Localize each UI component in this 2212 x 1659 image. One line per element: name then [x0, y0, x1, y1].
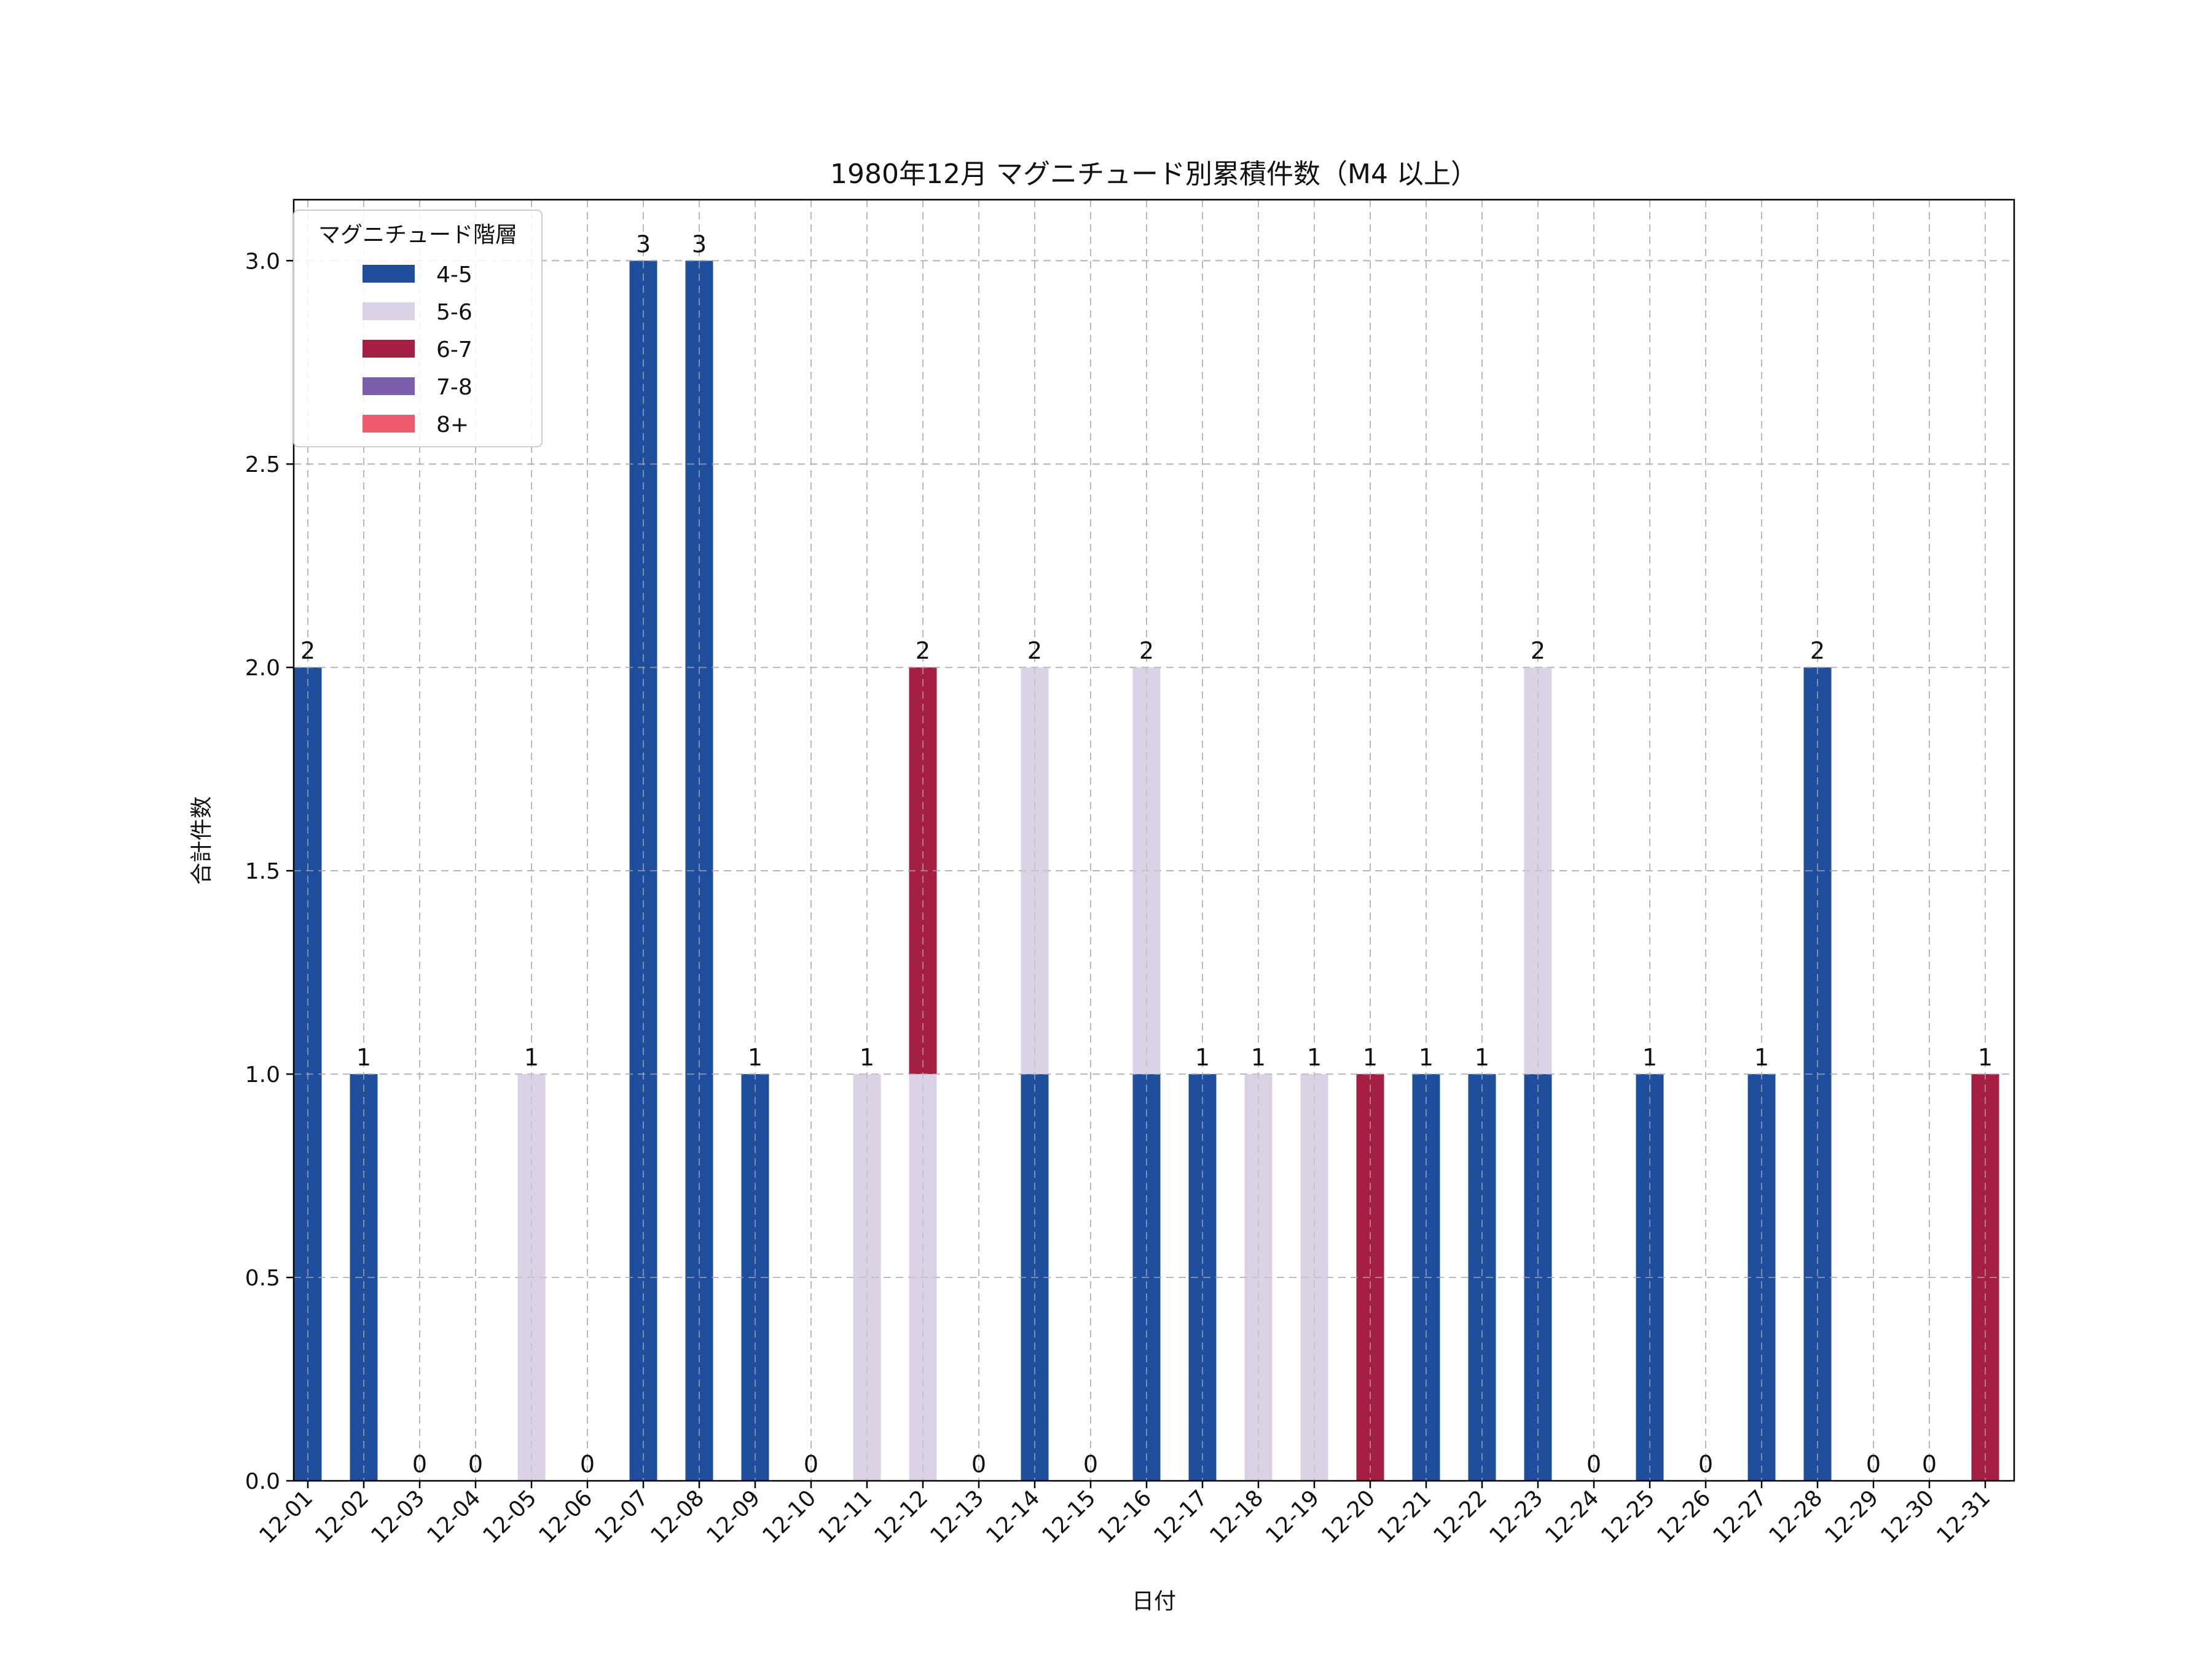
x-tick-label: 12-26	[1652, 1485, 1716, 1548]
x-tick-label: 12-11	[814, 1485, 877, 1548]
x-tick-label: 12-07	[590, 1485, 653, 1548]
x-tick-label: 12-02	[310, 1485, 374, 1548]
y-tick-label: 2.5	[245, 452, 280, 477]
bar-total-label: 2	[300, 637, 315, 664]
y-tick-label: 2.0	[245, 656, 280, 681]
x-tick-label: 12-14	[981, 1485, 1045, 1548]
bar-total-label: 0	[1866, 1451, 1881, 1478]
legend-label-5-6: 5-6	[436, 300, 473, 325]
bar-total-label: 0	[1083, 1451, 1098, 1478]
bar-total-label: 1	[356, 1044, 371, 1071]
x-tick-label: 12-03	[366, 1485, 429, 1548]
x-tick-label: 12-25	[1596, 1485, 1660, 1548]
x-tick-label: 12-30	[1876, 1485, 1939, 1548]
bar-total-label: 1	[1642, 1044, 1657, 1071]
x-tick-label: 12-01	[254, 1485, 318, 1548]
bar-total-label: 1	[748, 1044, 763, 1071]
x-tick-label: 12-08	[646, 1485, 709, 1548]
bar-total-label: 1	[1475, 1044, 1489, 1071]
bar-total-label: 0	[971, 1451, 986, 1478]
x-tick-label: 12-13	[925, 1485, 989, 1548]
x-tick-label: 12-10	[758, 1485, 821, 1548]
plot-frame	[292, 198, 2015, 1482]
x-tick-label: 12-05	[478, 1485, 541, 1548]
x-tick-label: 12-24	[1540, 1485, 1604, 1548]
bar-total-label: 1	[524, 1044, 539, 1071]
x-axis-label: 日付	[1132, 1589, 1176, 1614]
legend-items: 4-5 5-6 6-7 7-8 8+	[363, 262, 473, 437]
bar-total-label: 1	[1754, 1044, 1769, 1071]
bar-total-label: 1	[1363, 1044, 1378, 1071]
x-tick-label: 12-20	[1317, 1485, 1380, 1548]
bar-total-label: 1	[1978, 1044, 1993, 1071]
x-tick-label: 12-16	[1093, 1485, 1156, 1548]
legend-label-4-5: 4-5	[436, 262, 473, 288]
y-axis-label: 合計件数	[189, 796, 214, 885]
total-label-layer: 2 1 0 0 1 0 3 3 1 0 1 2 0 2 0 2 1 1 1 1 1 1 2 0 1 0 1 2 0 0 1	[300, 230, 1993, 1478]
x-tick-label: 12-04	[422, 1485, 485, 1548]
bar-total-label: 3	[692, 230, 707, 257]
legend-swatch-8+	[363, 415, 415, 433]
bar-total-label: 2	[1027, 637, 1042, 664]
bar-layer	[294, 200, 2014, 1481]
bar-total-label: 0	[1698, 1451, 1713, 1478]
y-tick-label: 0.0	[245, 1469, 280, 1494]
bar-total-label: 0	[580, 1451, 595, 1478]
bar-total-label: 1	[1419, 1044, 1433, 1071]
legend-swatch-4-5	[363, 265, 415, 283]
y-tick-label: 1.0	[245, 1062, 280, 1088]
bar-total-label: 1	[1307, 1044, 1322, 1071]
x-tick-label: 12-31	[1932, 1485, 1995, 1548]
x-tick-label: 12-27	[1708, 1485, 1771, 1548]
x-tick-label: 12-29	[1820, 1485, 1883, 1548]
bar-total-label: 0	[468, 1451, 483, 1478]
legend-label-8+: 8+	[436, 412, 469, 437]
legend-swatch-5-6	[363, 302, 415, 320]
x-tick-label: 12-12	[869, 1485, 933, 1548]
legend-swatch-7-8	[363, 377, 415, 395]
legend: マグニチュード階層 4-5 5-6 6-7 7-8 8+	[293, 210, 543, 447]
x-tick-label: 12-23	[1484, 1485, 1548, 1548]
bar-total-label: 0	[412, 1451, 427, 1478]
legend-box	[293, 210, 543, 447]
bar-total-label: 2	[1810, 637, 1825, 664]
legend-label-6-7: 6-7	[436, 337, 473, 363]
bar-total-label: 2	[1139, 637, 1154, 664]
bar-total-label: 3	[636, 230, 651, 257]
bar-total-label: 1	[1195, 1044, 1210, 1071]
x-tick-label: 12-15	[1037, 1485, 1100, 1548]
x-tick-label: 12-28	[1764, 1485, 1827, 1548]
bar-total-label: 1	[860, 1044, 874, 1071]
x-tick-label: 12-09	[702, 1485, 765, 1548]
x-tick-label: 12-18	[1205, 1485, 1268, 1548]
x-tick-label: 12-06	[534, 1485, 597, 1548]
bar-total-label: 0	[1922, 1451, 1937, 1478]
legend-label-7-8: 7-8	[436, 375, 473, 400]
y-tick-label: 3.0	[245, 249, 280, 274]
legend-title: マグニチュード階層	[318, 222, 517, 248]
legend-swatch-6-7	[363, 340, 415, 358]
x-tick-label: 12-21	[1373, 1485, 1436, 1548]
y-tick-label: 1.5	[245, 859, 280, 884]
bar-total-label: 0	[804, 1451, 818, 1478]
bar-total-label: 2	[1531, 637, 1545, 664]
chart-title: 1980年12月 マグニチュード別累積件数（M4 以上）	[830, 159, 1478, 190]
bar-total-label: 0	[1586, 1451, 1601, 1478]
bar-total-label: 2	[916, 637, 930, 664]
bar-total-label: 1	[1251, 1044, 1266, 1071]
y-tick-label: 0.5	[245, 1266, 280, 1291]
x-tick-label: 12-22	[1429, 1485, 1492, 1548]
x-tick-label: 12-19	[1261, 1485, 1324, 1548]
x-tick-label: 12-17	[1149, 1485, 1212, 1548]
